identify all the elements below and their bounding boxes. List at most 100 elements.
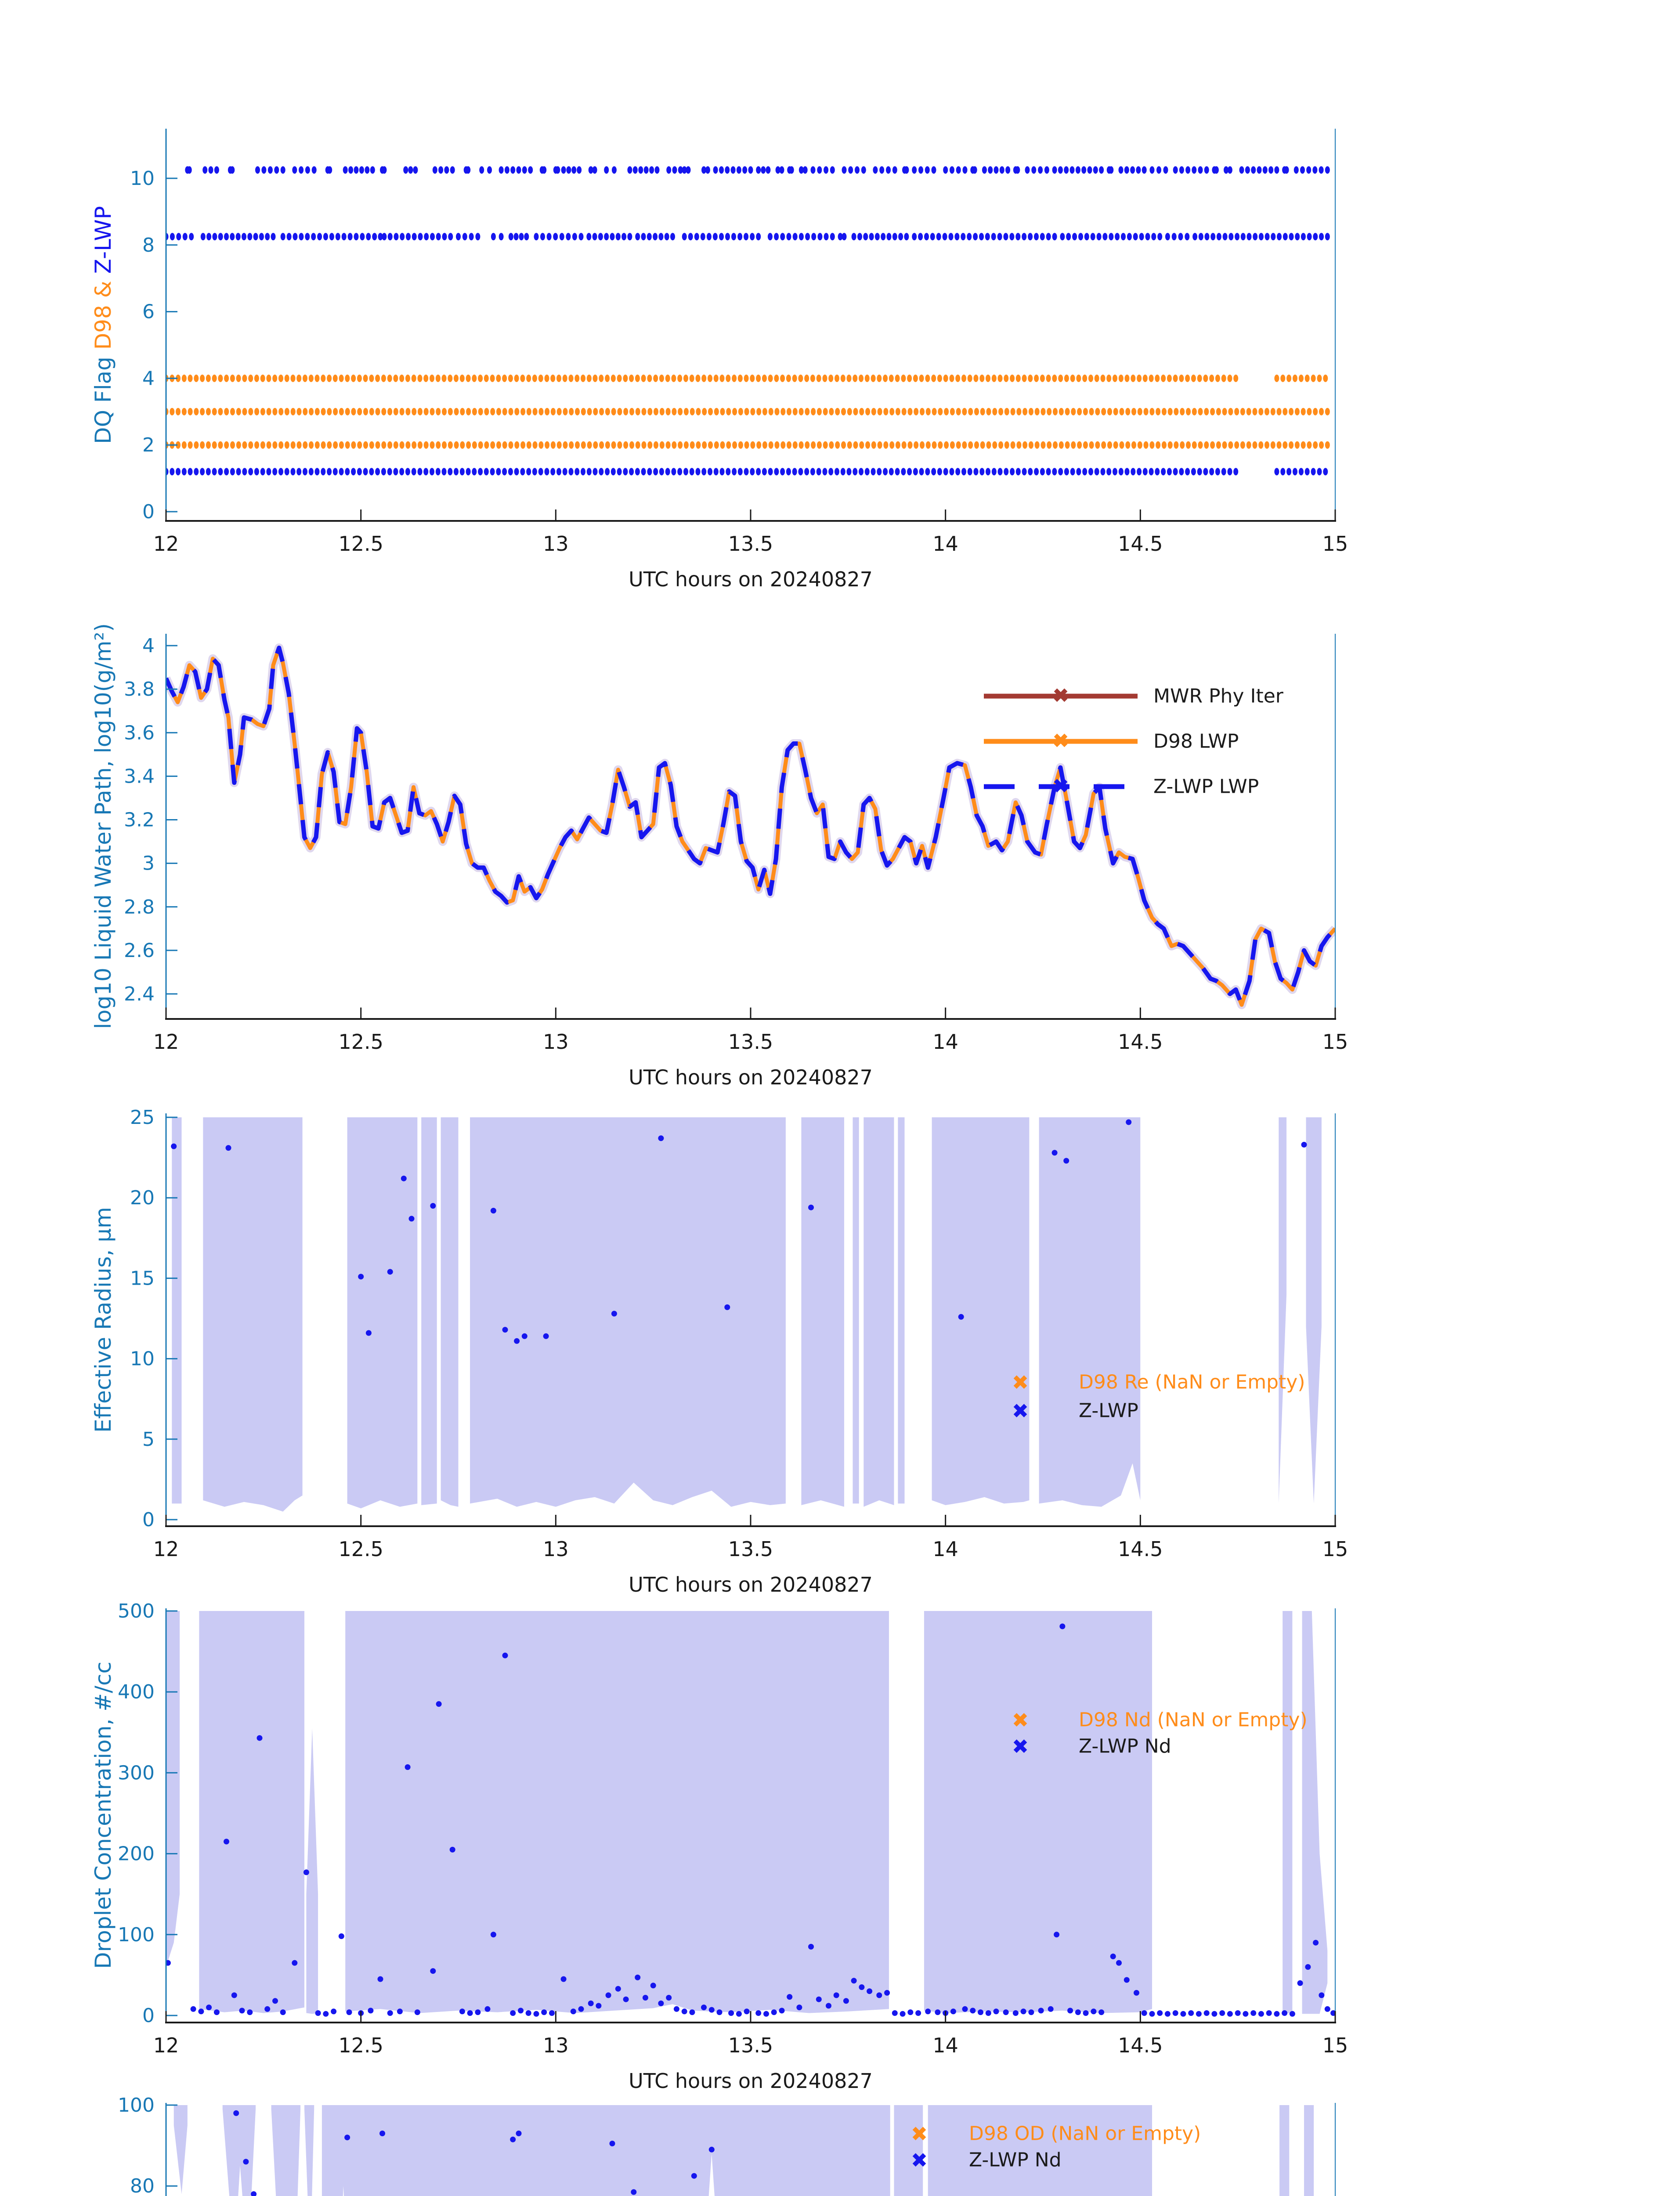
svg-text:13: 13 — [543, 2033, 569, 2057]
legend2-row-d98: ✖ D98 LWP — [984, 730, 1239, 753]
panel4-xlabel: UTC hours on 20240827 — [629, 2069, 873, 2093]
legend2-mwr-label: MWR Phy Iter — [1153, 685, 1283, 708]
panel1-ylabel-d98: D98 & — [90, 274, 116, 357]
svg-text:15: 15 — [1322, 2033, 1348, 2057]
panel4-ylabel: Droplet Concentration, #/cc — [90, 1661, 116, 1969]
panel1-xlabel: UTC hours on 20240827 — [629, 567, 873, 591]
legend4-d98-label: D98 Nd (NaN or Empty) — [1079, 1708, 1308, 1731]
legend3-d98-label: D98 Re (NaN or Empty) — [1079, 1371, 1305, 1394]
d98-re-x-marker-icon: ✖ — [1012, 1370, 1029, 1394]
svg-text:15: 15 — [1322, 532, 1348, 556]
legend3-zlwp-label: Z-LWP — [1079, 1399, 1138, 1422]
d98-line-swatch: ✖ — [984, 730, 1138, 751]
svg-text:0: 0 — [142, 1509, 155, 1531]
svg-text:3.6: 3.6 — [124, 722, 155, 744]
svg-text:100: 100 — [118, 1924, 155, 1946]
svg-text:2.4: 2.4 — [124, 983, 155, 1005]
svg-text:13.5: 13.5 — [728, 532, 773, 556]
svg-text:100: 100 — [118, 2094, 155, 2117]
svg-text:12.5: 12.5 — [338, 1537, 383, 1561]
svg-text:2: 2 — [142, 434, 155, 456]
panel1-ylabel: DQ Flag D98 & Z-LWP — [90, 206, 116, 444]
legend2-zlwp-label: Z-LWP LWP — [1153, 775, 1259, 798]
svg-text:10: 10 — [130, 167, 155, 190]
svg-text:14: 14 — [932, 532, 958, 556]
svg-text:0: 0 — [142, 2005, 155, 2027]
panel-5-plot-area — [173, 2105, 1314, 2196]
legend2-d98-label: D98 LWP — [1153, 730, 1239, 753]
svg-text:80: 80 — [130, 2175, 155, 2196]
svg-text:12: 12 — [153, 532, 179, 556]
svg-text:12: 12 — [153, 1537, 179, 1561]
svg-text:2.8: 2.8 — [124, 896, 155, 918]
svg-text:15: 15 — [1322, 1030, 1348, 1054]
legend2-row-mwr: ✖ MWR Phy Iter — [984, 685, 1283, 708]
panel1-ylabel-dqflag: DQ Flag — [90, 357, 116, 444]
svg-text:12.5: 12.5 — [338, 2033, 383, 2057]
svg-text:13.5: 13.5 — [728, 1030, 773, 1054]
legend4-row-d98: ✖ D98 Nd (NaN or Empty) — [1010, 1709, 1308, 1731]
legend2-row-zlwp: ✖ Z-LWP LWP — [984, 776, 1259, 798]
svg-text:5: 5 — [142, 1428, 155, 1451]
legend5-d98-label: D98 OD (NaN or Empty) — [969, 2122, 1201, 2145]
svg-text:4: 4 — [142, 367, 155, 390]
legend5-row-zlwp: ✖ Z-LWP Nd — [909, 2149, 1062, 2171]
svg-text:10: 10 — [130, 1348, 155, 1370]
svg-text:0: 0 — [142, 501, 155, 523]
panel3-ylabel: Effective Radius, μm — [90, 1207, 116, 1433]
svg-text:3.8: 3.8 — [124, 678, 155, 701]
svg-text:6: 6 — [142, 301, 155, 323]
svg-text:14.5: 14.5 — [1118, 532, 1163, 556]
panel-1-plot-area — [166, 166, 1330, 476]
svg-text:12.5: 12.5 — [338, 1030, 383, 1054]
panel-2-plot-area — [166, 643, 1335, 1009]
legend5-row-d98: ✖ D98 OD (NaN or Empty) — [909, 2123, 1201, 2145]
legend5-zlwp-label: Z-LWP Nd — [969, 2149, 1062, 2171]
svg-text:14.5: 14.5 — [1118, 1537, 1163, 1561]
d98-nd-x-marker-icon: ✖ — [1012, 1708, 1029, 1732]
zlwp-re-x-marker-icon: ✖ — [1012, 1399, 1029, 1423]
mwr-line-swatch: ✖ — [984, 685, 1138, 705]
svg-text:12.5: 12.5 — [338, 532, 383, 556]
svg-text:8: 8 — [142, 234, 155, 256]
svg-text:3.4: 3.4 — [124, 765, 155, 787]
legend3-row-zlwp: ✖ Z-LWP — [1010, 1400, 1138, 1422]
svg-text:400: 400 — [118, 1681, 155, 1703]
svg-text:3: 3 — [142, 852, 155, 875]
svg-text:13.5: 13.5 — [728, 2033, 773, 2057]
panel-3-plot-area — [171, 1117, 1322, 1512]
svg-text:25: 25 — [130, 1106, 155, 1129]
svg-text:300: 300 — [118, 1762, 155, 1784]
svg-text:15: 15 — [130, 1267, 155, 1289]
panel2-ylabel: log10 Liquid Water Path, log10(g/m²) — [90, 623, 116, 1029]
zlwp-dashed-line-swatch: ✖ — [984, 776, 1138, 796]
svg-text:12: 12 — [153, 2033, 179, 2057]
svg-text:500: 500 — [118, 1600, 155, 1622]
mwr-x-marker-icon: ✖ — [1052, 683, 1069, 708]
panel1-ylabel-zlwp: Z-LWP — [90, 206, 116, 274]
svg-text:14: 14 — [932, 2033, 958, 2057]
svg-text:2.6: 2.6 — [124, 939, 155, 962]
svg-text:14: 14 — [932, 1030, 958, 1054]
d98-od-x-marker-icon: ✖ — [910, 2122, 928, 2145]
svg-text:14.5: 14.5 — [1118, 2033, 1163, 2057]
legend4-zlwp-label: Z-LWP Nd — [1079, 1735, 1171, 1758]
svg-text:13: 13 — [543, 1030, 569, 1054]
panel3-xlabel: UTC hours on 20240827 — [629, 1573, 873, 1596]
zlwp-x-marker-icon: ✖ — [1052, 774, 1069, 798]
svg-text:200: 200 — [118, 1843, 155, 1865]
legend4-row-zlwp: ✖ Z-LWP Nd — [1010, 1735, 1171, 1758]
panel2-xlabel: UTC hours on 20240827 — [629, 1065, 873, 1089]
d98-x-marker-icon: ✖ — [1052, 729, 1069, 753]
zlwp-nd-x-marker-icon: ✖ — [1012, 1734, 1029, 1758]
svg-text:15: 15 — [1322, 1537, 1348, 1561]
panel-4-plot-area — [166, 1611, 1335, 2017]
svg-text:4: 4 — [142, 635, 155, 657]
svg-text:13: 13 — [543, 1537, 569, 1561]
svg-text:12: 12 — [153, 1030, 179, 1054]
svg-text:13: 13 — [543, 532, 569, 556]
svg-text:14: 14 — [932, 1537, 958, 1561]
svg-text:3.2: 3.2 — [124, 809, 155, 831]
